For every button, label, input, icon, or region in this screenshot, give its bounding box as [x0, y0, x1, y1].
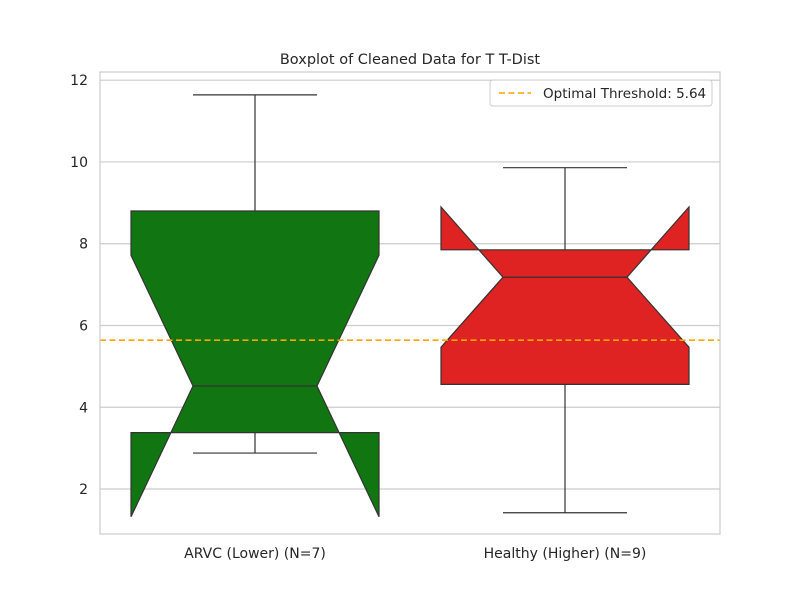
x-tick-label: ARVC (Lower) (N=7)	[184, 546, 326, 562]
y-tick-label: 6	[79, 318, 88, 334]
box-group	[130, 94, 380, 518]
y-tick-label: 10	[70, 155, 88, 171]
y-tick-labels: 2 4 6 8 10 12	[70, 73, 88, 498]
legend-label: Optimal Threshold: 5.64	[543, 86, 706, 102]
y-tick-label: 2	[79, 482, 88, 498]
legend: Optimal Threshold: 5.64	[489, 79, 713, 107]
notched-box	[130, 210, 380, 518]
plot-frame	[99, 71, 721, 535]
x-tick-label: Healthy (Higher) (N=9)	[484, 546, 647, 562]
box-layer	[130, 94, 690, 518]
y-tick-label: 8	[79, 237, 88, 253]
y-tick-label: 4	[79, 400, 88, 416]
x-tick-labels: ARVC (Lower) (N=7) Healthy (Higher) (N=9)	[184, 546, 646, 562]
y-tick-label: 12	[70, 73, 88, 89]
chart-title: Boxplot of Cleaned Data for T T-Dist	[280, 52, 541, 68]
legend-box	[489, 79, 713, 107]
